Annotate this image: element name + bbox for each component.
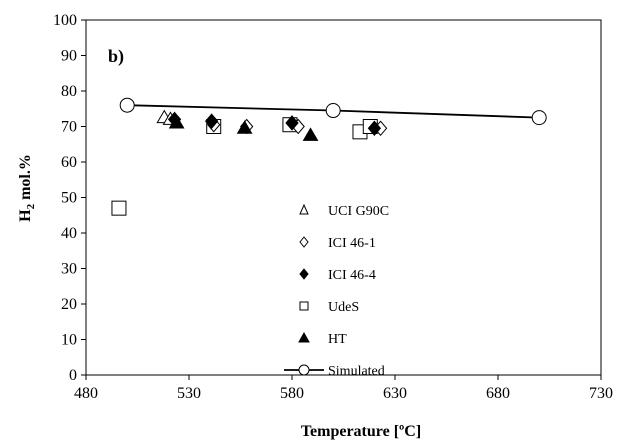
data-point-ici-46-4 xyxy=(285,115,299,131)
y-axis-label: H2 mol.% xyxy=(17,154,37,222)
series-ici-46-4 xyxy=(167,111,382,137)
axes: 480 530 580 630 680 730 0 10 20 30 40 50 60 70 80 90 100 xyxy=(53,12,613,402)
y-tick-label: 30 xyxy=(61,261,77,278)
data-point-ht xyxy=(302,127,319,141)
data-point-ht xyxy=(168,114,185,129)
legend-label-ici-46-4: ICI 46-4 xyxy=(328,268,376,283)
y-tick-label: 20 xyxy=(61,296,77,313)
data-point-ht xyxy=(236,120,253,134)
data-point-udes xyxy=(111,200,127,216)
data-point-simulated xyxy=(119,97,135,113)
series-ht xyxy=(168,114,319,141)
y-axis-label-main: H xyxy=(17,209,34,222)
legend-item-ici-46-1: ICI 46-1 xyxy=(299,236,376,251)
data-marks xyxy=(111,97,547,216)
y-tick-label: 0 xyxy=(69,367,77,384)
legend-marker-ici-46-1 xyxy=(299,236,309,248)
y-tick-label: 40 xyxy=(61,225,77,242)
y-tick-label: 60 xyxy=(61,154,77,171)
legend-label-udes: UdeS xyxy=(328,300,359,315)
data-point-simulated xyxy=(531,110,547,126)
legend-marker-simulated xyxy=(298,364,310,376)
x-tick-label: 530 xyxy=(177,385,201,402)
legend-item-ht: HT xyxy=(298,331,347,347)
legend-item-simulated: Simulated xyxy=(284,364,385,379)
y-tick-label: 10 xyxy=(61,332,77,349)
legend-label-ht: HT xyxy=(328,332,347,347)
y-tick-label: 100 xyxy=(53,12,77,29)
legend-marker-udes xyxy=(299,301,309,311)
data-point-simulated xyxy=(325,103,341,119)
legend-label-simulated: Simulated xyxy=(328,364,385,379)
legend-label-ici-46-1: ICI 46-1 xyxy=(328,236,376,251)
x-tick-label: 630 xyxy=(383,385,407,402)
y-tick-label: 50 xyxy=(61,190,77,207)
y-axis-label-rest: mol.% xyxy=(17,154,34,204)
y-tick-label: 70 xyxy=(61,119,77,136)
y-axis-label-subscript: 2 xyxy=(25,203,37,209)
legend-item-uci-g90c: UCI G90C xyxy=(299,203,389,219)
legend: UCI G90C ICI 46-1 ICI 46-4 UdeS HT Simulated xyxy=(284,203,389,379)
y-tick-label: 90 xyxy=(61,48,77,65)
legend-label-uci-g90c: UCI G90C xyxy=(328,204,389,219)
y-tick-label: 80 xyxy=(61,83,77,100)
data-point-ici-46-4 xyxy=(367,120,382,137)
legend-marker-ici-46-4 xyxy=(299,268,309,280)
data-point-ici-46-4 xyxy=(205,113,219,129)
x-tick-label: 680 xyxy=(486,385,510,402)
legend-marker-ht xyxy=(298,331,310,343)
legend-item-ici-46-4: ICI 46-4 xyxy=(299,268,376,283)
legend-item-udes: UdeS xyxy=(299,300,359,315)
x-tick-label: 480 xyxy=(74,385,98,402)
x-axis-label: Temperature [ºC] xyxy=(301,423,421,440)
plot-frame xyxy=(85,19,602,376)
panel-label: b) xyxy=(108,46,124,67)
x-tick-label: 580 xyxy=(280,385,304,402)
x-tick-label: 730 xyxy=(589,385,613,402)
series-simulated xyxy=(119,97,547,126)
legend-marker-uci-g90c xyxy=(299,203,309,215)
